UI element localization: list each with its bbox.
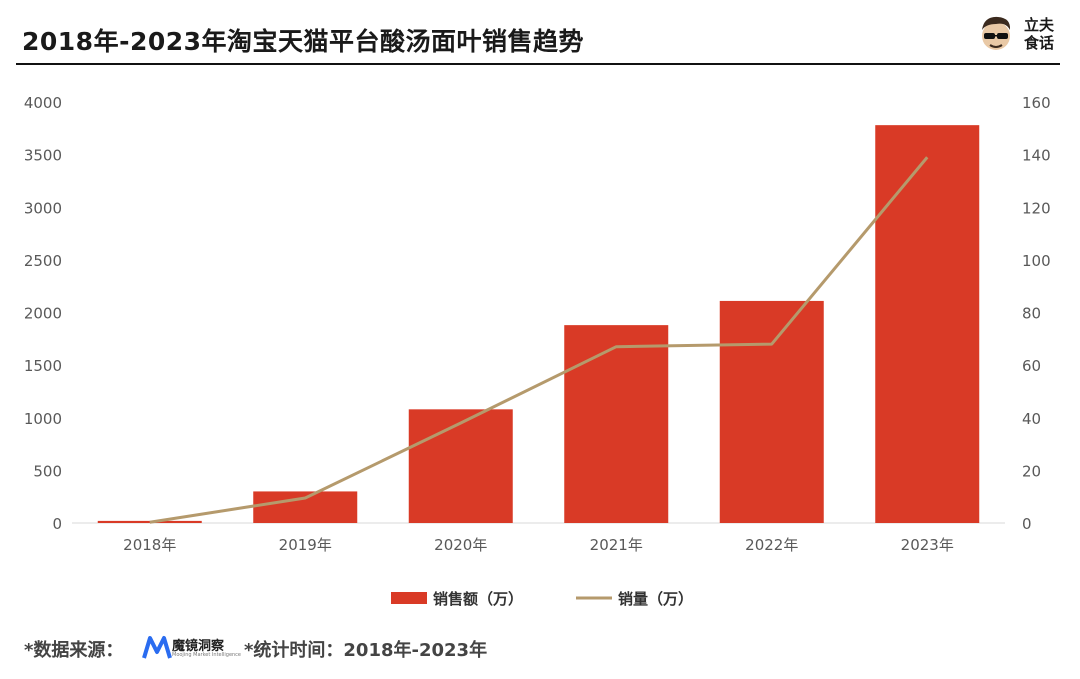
y-right-tick-label: 60 xyxy=(1022,357,1041,375)
bar-sales xyxy=(719,300,824,523)
bar-sales xyxy=(564,325,669,523)
y-right-tick-label: 40 xyxy=(1022,410,1041,428)
y-right-tick-label: 20 xyxy=(1022,462,1041,480)
moojing-logo-icon xyxy=(142,636,172,659)
y-right-tick-label: 100 xyxy=(1022,252,1051,270)
y-right-tick-label: 0 xyxy=(1022,515,1032,533)
bar-sales xyxy=(875,125,980,523)
source-logo-sub: Moojing Market Intelligence xyxy=(172,652,242,658)
chart-title: 2018年-2023年淘宝天猫平台酸汤面叶销售趋势 xyxy=(22,27,585,56)
bar-sales xyxy=(253,491,358,523)
x-tick-label: 2018年 xyxy=(123,536,176,554)
x-tick-label: 2022年 xyxy=(745,536,798,554)
y-right-tick-label: 80 xyxy=(1022,305,1041,323)
y-left-tick-label: 1500 xyxy=(24,357,62,375)
y-left-tick-label: 0 xyxy=(52,515,62,533)
title-divider xyxy=(16,63,1060,65)
y-right-tick-label: 140 xyxy=(1022,147,1051,165)
legend-label-volume: 销量（万） xyxy=(618,590,693,608)
line-volume xyxy=(149,156,929,524)
brand-avatar-icon xyxy=(982,16,1011,50)
legend-label-sales: 销售额（万） xyxy=(433,590,523,608)
bar-sales xyxy=(408,409,513,523)
y-left-tick-label: 3500 xyxy=(24,147,62,165)
x-tick-label: 2019年 xyxy=(279,536,332,554)
y-left-tick-label: 1000 xyxy=(24,410,62,428)
y-right-tick-label: 120 xyxy=(1022,199,1051,217)
y-left-tick-label: 4000 xyxy=(24,94,62,112)
y-left-tick-label: 500 xyxy=(33,462,62,480)
y-left-tick-label: 2000 xyxy=(24,305,62,323)
legend-swatch-sales xyxy=(391,592,427,604)
period-label: *统计时间：2018年-2023年 xyxy=(244,640,488,661)
y-left-tick-label: 2500 xyxy=(24,252,62,270)
y-left-tick-label: 3000 xyxy=(24,199,62,217)
x-tick-label: 2023年 xyxy=(901,536,954,554)
brand-logo: 立夫 食话 xyxy=(1024,16,1055,52)
y-right-tick-label: 160 xyxy=(1022,94,1051,112)
source-label: *数据来源： xyxy=(24,640,124,661)
x-tick-label: 2021年 xyxy=(590,536,643,554)
x-tick-label: 2020年 xyxy=(434,536,487,554)
source-logo-name: 魔镜洞察 xyxy=(172,639,225,654)
